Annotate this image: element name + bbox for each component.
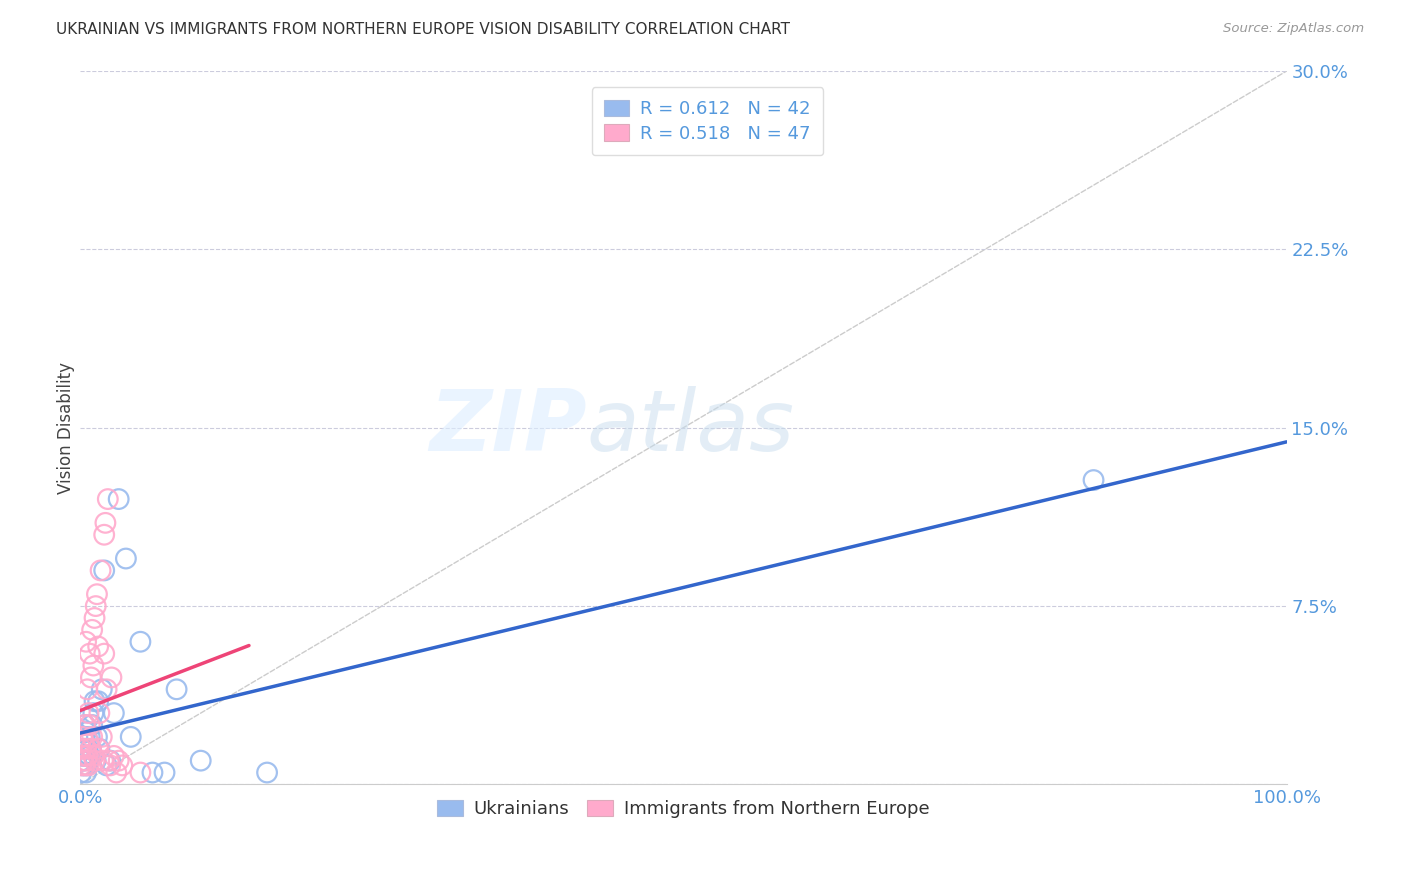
Point (83, 694, 105, 708)
Point (76, 741, 98, 756)
Point (90, 682, 112, 697)
Point (98, 754, 121, 768)
Point (105, 765, 128, 780)
Point (84, 754, 107, 768)
Point (73, 754, 96, 768)
Point (77, 706, 100, 720)
Point (86, 587, 108, 601)
Point (79, 730, 101, 744)
Point (77, 711, 100, 725)
Point (73, 718, 96, 732)
Point (190, 754, 212, 768)
Point (153, 765, 176, 780)
Point (96, 758, 118, 772)
Point (107, 754, 129, 768)
Point (73, 718, 96, 732)
Point (82, 718, 104, 732)
Point (75, 754, 97, 768)
Point (90, 730, 112, 744)
Point (82, 748, 104, 763)
Point (94, 516, 117, 530)
Point (73, 730, 96, 744)
Point (75, 765, 97, 780)
Point (82, 706, 104, 720)
Point (70, 754, 93, 768)
Point (75, 741, 97, 756)
Point (79, 647, 101, 661)
Point (83, 754, 105, 768)
Point (82, 730, 104, 744)
Point (79, 718, 101, 732)
Point (129, 765, 152, 780)
Point (73, 748, 96, 763)
Point (115, 551, 138, 566)
Point (75, 725, 97, 739)
Point (80, 741, 103, 756)
Text: Source: ZipAtlas.com: Source: ZipAtlas.com (1223, 22, 1364, 36)
Point (84, 599, 107, 613)
Point (73, 758, 96, 772)
Point (72, 748, 94, 763)
Point (73, 741, 96, 756)
Point (77, 734, 100, 748)
Point (83, 611, 105, 625)
Point (98, 758, 121, 772)
Text: atlas: atlas (586, 386, 794, 469)
Point (97, 492, 120, 507)
Point (73, 734, 96, 748)
Point (91, 754, 114, 768)
Point (87, 640, 110, 654)
Point (80, 741, 103, 756)
Point (86, 730, 108, 744)
Point (107, 492, 129, 507)
Point (103, 748, 125, 763)
Point (76, 758, 98, 772)
Point (72, 758, 94, 772)
Point (82, 623, 104, 637)
Point (75, 748, 97, 763)
Legend: Ukrainians, Immigrants from Northern Europe: Ukrainians, Immigrants from Northern Eur… (430, 793, 936, 825)
Point (72, 730, 94, 744)
Point (87, 741, 110, 756)
Point (73, 734, 96, 748)
Point (93, 527, 115, 541)
Point (72, 754, 94, 768)
Point (82, 658, 104, 673)
Point (129, 634, 152, 648)
Point (77, 734, 100, 748)
Point (90, 563, 112, 577)
Point (98, 754, 121, 768)
Point (100, 670, 122, 684)
Point (93, 563, 115, 577)
Text: UKRAINIAN VS IMMIGRANTS FROM NORTHERN EUROPE VISION DISABILITY CORRELATION CHART: UKRAINIAN VS IMMIGRANTS FROM NORTHERN EU… (56, 22, 790, 37)
Point (79, 748, 101, 763)
Point (93, 647, 115, 661)
Point (73, 758, 96, 772)
Point (76, 748, 98, 763)
Point (120, 730, 142, 744)
Point (1083, 473, 1105, 487)
Point (70, 765, 93, 780)
Text: ZIP: ZIP (429, 386, 586, 469)
Point (76, 682, 98, 697)
Point (103, 706, 125, 720)
Point (96, 682, 118, 697)
Y-axis label: Vision Disability: Vision Disability (58, 362, 75, 494)
Point (75, 634, 97, 648)
Point (87, 694, 110, 708)
Point (77, 758, 100, 772)
Point (111, 758, 134, 772)
Point (80, 670, 103, 684)
Point (141, 765, 163, 780)
Point (89, 741, 111, 756)
Point (70, 741, 93, 756)
Point (70, 758, 93, 772)
Point (166, 682, 188, 697)
Point (256, 765, 278, 780)
Point (89, 706, 111, 720)
